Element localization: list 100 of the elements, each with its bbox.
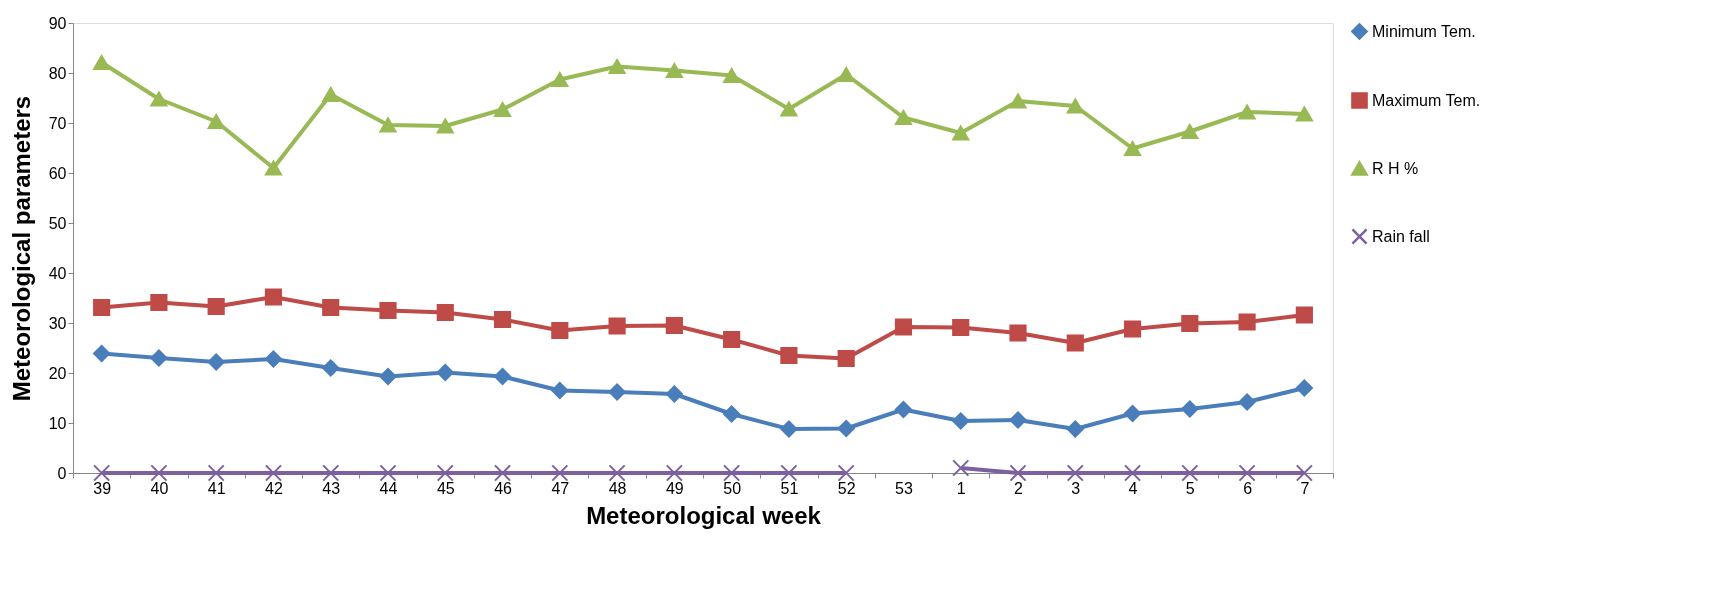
point (264, 160, 283, 176)
y-tick-label: 50 (48, 214, 67, 232)
point (894, 318, 913, 336)
point (894, 109, 913, 126)
point (1123, 404, 1142, 423)
point (665, 464, 683, 482)
point (952, 412, 970, 430)
point (493, 464, 512, 482)
x-tick-label: 50 (723, 479, 742, 497)
y-tick-label: 0 (57, 464, 67, 482)
y-tick-label: 40 (48, 264, 67, 282)
point (780, 101, 798, 117)
x-tick-label: 41 (207, 479, 226, 497)
y-tick-label: 90 (48, 14, 67, 32)
point (1181, 464, 1199, 482)
x-tick-label: 42 (265, 479, 283, 497)
point (1238, 313, 1256, 331)
point (322, 464, 340, 482)
point (608, 464, 626, 482)
y-tick-label: 60 (48, 164, 67, 182)
point (322, 298, 340, 317)
point (1009, 93, 1027, 109)
x-tick-label: 44 (379, 479, 398, 497)
point (207, 297, 225, 316)
point (1181, 400, 1199, 418)
point (837, 66, 855, 83)
x-tick-label: 40 (150, 479, 169, 497)
point (665, 62, 683, 79)
point (665, 316, 683, 335)
point (1181, 123, 1199, 140)
point (608, 383, 626, 401)
x-tick-label: 3 (1071, 479, 1081, 497)
point (207, 464, 225, 482)
legend-label: Maximum Tem. (1372, 91, 1481, 109)
point (952, 125, 970, 141)
point (1238, 104, 1256, 120)
point (551, 71, 569, 88)
legend-label: Minimum Tem. (1372, 22, 1476, 40)
point (379, 117, 397, 133)
point (150, 293, 168, 312)
point (150, 91, 168, 107)
x-tick-label: 39 (93, 479, 112, 497)
x-axis-title: Meteorological week (586, 501, 822, 529)
point (93, 298, 111, 317)
x-tick-label: 49 (665, 479, 684, 497)
point (493, 101, 512, 118)
y-tick-label: 80 (48, 64, 67, 82)
legend-label: Rain fall (1372, 227, 1430, 245)
point (93, 344, 111, 363)
x-tick-label: 5 (1185, 479, 1195, 497)
point (894, 400, 913, 419)
y-axis-title: Meteorological parameters (7, 95, 35, 402)
point (551, 381, 569, 400)
x-tick-label: 51 (780, 479, 799, 497)
point (150, 464, 168, 482)
point (264, 288, 283, 306)
point (1123, 320, 1142, 338)
point (1181, 314, 1199, 333)
point (780, 346, 798, 365)
x-tick-label: 2 (1014, 479, 1024, 497)
point (493, 367, 512, 386)
x-tick-label: 47 (551, 479, 570, 497)
point (1066, 98, 1084, 114)
x-tick-label: 7 (1300, 479, 1310, 497)
x-tick-label: 43 (322, 479, 341, 497)
point (665, 385, 683, 403)
point (1238, 393, 1256, 411)
point (1066, 334, 1084, 352)
y-tick-label: 70 (48, 114, 67, 132)
point (93, 464, 111, 482)
point (436, 363, 454, 382)
point (207, 353, 225, 371)
point (551, 464, 569, 482)
point (150, 349, 168, 367)
x-tick-label: 52 (837, 479, 856, 497)
point (379, 301, 397, 320)
point (264, 350, 283, 368)
point (1238, 464, 1256, 482)
point (379, 464, 397, 482)
point (322, 86, 340, 103)
y-tick-label: 10 (48, 414, 67, 432)
point (93, 54, 111, 71)
point (723, 67, 741, 84)
point (1123, 464, 1142, 482)
point (837, 419, 855, 438)
point (264, 464, 283, 482)
point (837, 464, 855, 482)
y-tick-label: 20 (48, 364, 67, 382)
point (952, 459, 970, 477)
point (723, 330, 741, 349)
point (723, 464, 741, 482)
x-tick-label: 1 (956, 479, 966, 497)
point (608, 58, 626, 75)
point (1066, 464, 1084, 482)
point (1295, 106, 1313, 122)
x-tick-label: 53 (895, 479, 913, 497)
point (1009, 411, 1027, 429)
point (322, 359, 340, 377)
point (1123, 140, 1142, 157)
x-tick-label: 6 (1243, 479, 1253, 497)
